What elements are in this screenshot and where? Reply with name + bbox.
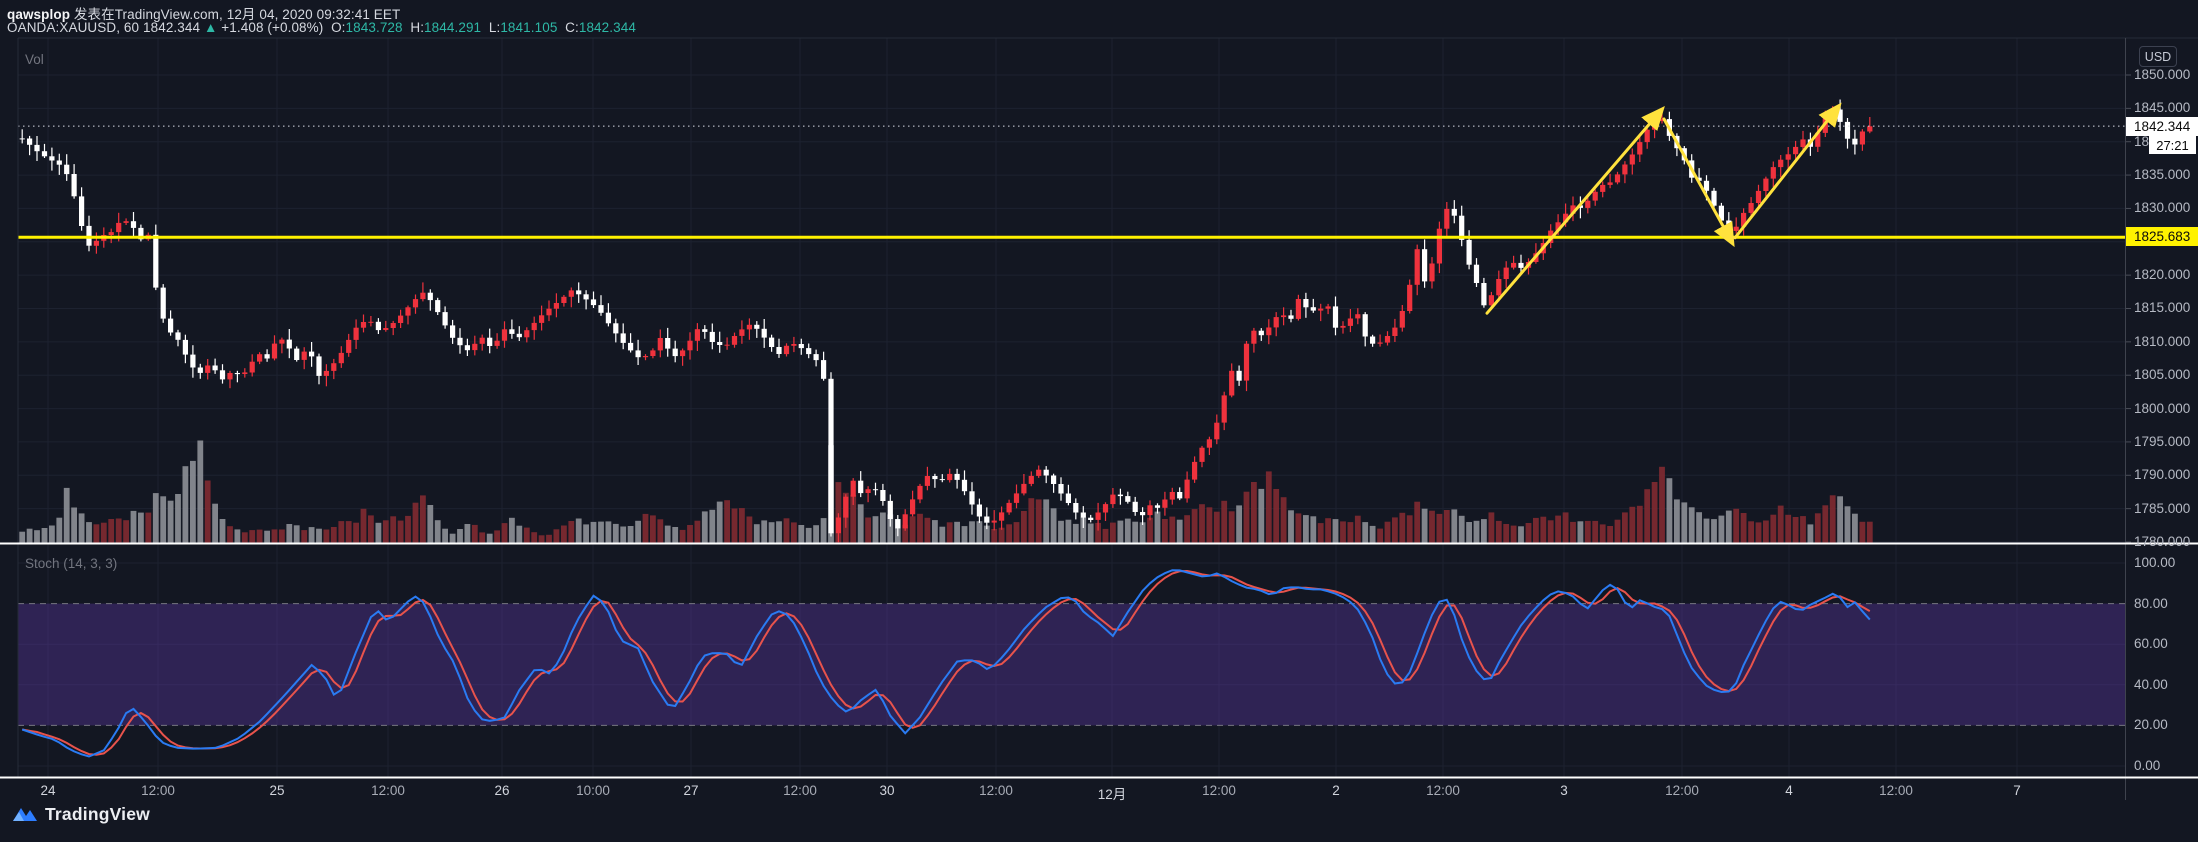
publish-info: 发表在TradingView.com, 12月 04, 2020 09:32:4… [70,7,401,22]
candles-layer [19,99,1873,543]
time-tick-label: 25 [269,783,285,798]
price-tick-label: 1815.000 [2134,300,2191,316]
stoch-tick-label: 100.00 [2134,555,2176,570]
time-tick-label: 30 [879,783,895,798]
trend-arrow-drawing [1662,117,1735,248]
open-value: 1843.728 [345,20,403,35]
hline-price-badge: 1825.683 [2126,227,2198,246]
time-tick-label: 12:00 [1202,783,1236,798]
stoch-band [18,603,2125,726]
currency-button[interactable]: USD [2139,46,2177,67]
time-tick-label: 12:00 [1879,783,1913,798]
tradingview-logo[interactable]: TradingView [12,801,150,827]
time-tick-label: 7 [2013,783,2021,798]
low-value: 1841.105 [500,20,558,35]
price-tick-label: 1850.000 [2134,67,2191,82]
open-label: O: [331,20,346,35]
price-tick-label: 1835.000 [2134,167,2191,183]
time-tick-label: 12:00 [979,783,1013,798]
time-tick-label: 12月 [1097,787,1127,802]
price-change: +1.408 (+0.08%) [221,20,324,35]
trend-arrow-drawing [1733,102,1842,240]
pane-frame [0,37,2198,800]
price-tick-label: 1845.000 [2134,100,2191,116]
up-arrow-icon: ▲ [203,20,218,35]
stoch-tick-label: 80.00 [2134,595,2168,611]
high-label: H: [410,20,425,35]
time-tick-label: 2 [1332,783,1340,798]
price-tick-label: 1820.000 [2134,267,2191,283]
bar-countdown-badge: 27:21 [2149,136,2196,154]
time-tick-label: 3 [1560,783,1568,798]
time-tick-label: 12:00 [371,783,405,798]
stoch-indicator-label: Stoch (14, 3, 3) [25,556,118,571]
time-tick-label: 26 [494,783,510,798]
tradingview-logo-icon [13,808,37,821]
time-tick-label: 12:00 [141,783,175,798]
price-tick-label: 1805.000 [2134,367,2191,383]
time-tick-label: 27 [683,783,699,798]
volume-indicator-label: Vol [25,52,44,67]
price-tick-label: 1790.000 [2134,467,2191,483]
last-price-badge: 1842.344 [2126,117,2198,136]
stoch-tick-label: 0.00 [2134,758,2161,773]
time-tick-label: 12:00 [783,783,817,798]
time-tick-label: 12:00 [1665,783,1699,798]
stoch-k-line [21,569,1871,758]
drawings-layer[interactable] [18,102,2125,315]
time-tick-label: 12:00 [1426,783,1460,798]
price-tick-label: 1780.000 [2134,533,2191,549]
author-name: qawsplop [7,7,71,22]
stoch-d-line [22,569,1871,756]
symbol-legend: OANDA:XAUUSD, 60 1842.344 ▲ +1.408 (+0.0… [7,20,636,35]
high-value: 1844.291 [424,20,482,35]
time-tick-label: 4 [1785,783,1793,798]
low-label: L: [488,20,501,35]
time-tick-label: 10:00 [576,783,610,798]
price-tick-label: 1830.000 [2134,200,2191,216]
publish-title: qawsplop 发表在TradingView.com, 12月 04, 202… [7,3,400,23]
stoch-lines-layer [21,569,1871,758]
volume-layer [19,440,1873,543]
time-tick-label: 24 [40,783,56,798]
price-tick-label: 1800.000 [2134,400,2191,416]
price-tick-label: 1795.000 [2134,433,2191,449]
close-value: 1842.344 [578,20,636,35]
trend-arrow-drawing [1485,106,1665,315]
last-price: 1842.344 [143,20,201,35]
close-label: C: [565,20,579,35]
grid-layer [18,38,2131,777]
stoch-tick-label: 60.00 [2134,636,2168,652]
stoch-tick-label: 20.00 [2134,717,2168,733]
stoch-tick-label: 40.00 [2134,676,2168,692]
symbol-name: OANDA:XAUUSD, 60 [7,20,140,35]
price-tick-label: 1785.000 [2134,500,2191,516]
tradingview-logo-text: TradingView [45,803,150,824]
price-tick-label: 1810.000 [2134,333,2191,349]
